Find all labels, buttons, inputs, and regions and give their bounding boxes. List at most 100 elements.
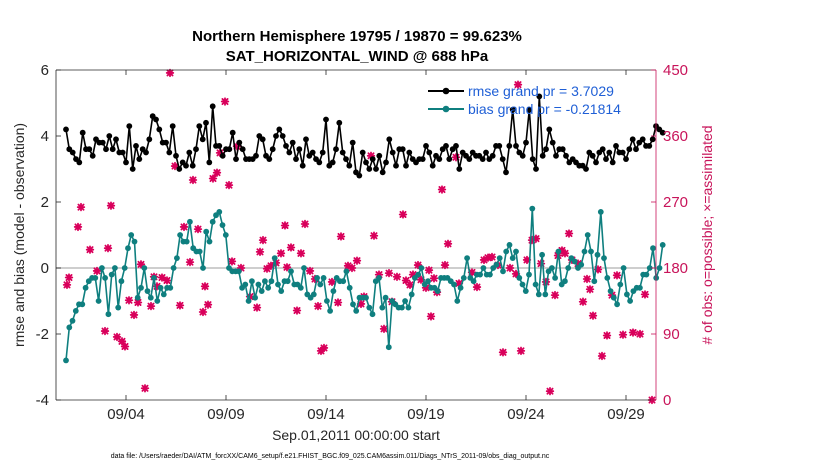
bias-point <box>235 268 242 275</box>
obs-assimilated-point <box>483 253 493 262</box>
rmse-point <box>546 126 553 133</box>
obs-assimilated-point <box>347 263 357 273</box>
rmse-point <box>176 166 183 172</box>
bias-point <box>138 284 144 291</box>
rmse-point <box>276 126 283 133</box>
rmse-point <box>429 162 436 169</box>
bias-point <box>95 298 102 304</box>
rmse-point <box>336 119 343 126</box>
bias-point <box>601 255 607 261</box>
rmse-point <box>633 146 639 153</box>
bias-point <box>206 238 213 245</box>
obs-assimilated-point <box>531 234 541 243</box>
bias-point <box>526 271 532 278</box>
y2-tick-label: 180 <box>663 260 688 277</box>
obs-assimilated-point <box>352 256 362 265</box>
bias-point <box>242 281 249 288</box>
obs-assimilated-point <box>319 343 329 353</box>
rmse-point <box>376 152 383 159</box>
rmse-point <box>539 152 546 159</box>
rmse-point <box>646 143 653 149</box>
obs-assimilated-point <box>124 296 134 305</box>
bias-point <box>552 275 558 281</box>
bias-point <box>324 298 330 304</box>
obs-assimilated-point <box>545 387 555 396</box>
obs-assimilated-point <box>550 290 560 300</box>
rmse-point <box>483 149 489 156</box>
bias-point <box>167 284 174 291</box>
rmse-point <box>553 152 559 159</box>
rmse-point <box>386 136 393 143</box>
rmse-point <box>113 136 119 143</box>
rmse-point <box>563 152 569 159</box>
rmse-point <box>199 136 206 143</box>
bias-point <box>275 281 281 288</box>
bias-point <box>656 265 663 271</box>
obs-assimilated-point <box>612 271 622 280</box>
bias-point <box>154 298 161 304</box>
bias-point <box>457 284 464 291</box>
rmse-point <box>323 116 329 123</box>
obs-assimilated-point <box>429 274 439 283</box>
bias-point <box>301 265 307 271</box>
bias-point <box>203 228 210 235</box>
rmse-point <box>289 139 296 146</box>
bias-point <box>480 265 487 271</box>
bias-point <box>131 238 138 245</box>
obs-assimilated-point <box>426 312 436 321</box>
bias-point <box>320 275 327 281</box>
bias-point <box>66 324 73 331</box>
bias-point <box>366 304 373 311</box>
bias-point <box>288 268 294 275</box>
y-tick-label: 6 <box>41 62 49 79</box>
rmse-point <box>389 149 396 156</box>
rmse-point <box>456 166 463 172</box>
bias-point <box>464 255 470 261</box>
bias-point <box>565 265 572 271</box>
bias-point <box>102 275 108 281</box>
obs-assimilated-point <box>454 279 464 288</box>
obs-assimilated-point <box>467 268 477 277</box>
rmse-point <box>279 133 286 139</box>
bias-point <box>330 288 337 294</box>
rmse-point <box>549 139 556 146</box>
rmse-point <box>373 166 379 172</box>
obs-assimilated-point <box>157 273 167 282</box>
bias-point <box>284 278 291 285</box>
bias-point <box>610 294 617 301</box>
bias-point <box>196 248 203 255</box>
obs-assimilated-point <box>305 266 315 276</box>
rmse-point <box>233 156 239 163</box>
obs-assimilated-point <box>511 269 521 279</box>
bias-point <box>578 261 585 268</box>
y2-tick-label: 90 <box>663 326 680 343</box>
bias-point <box>659 242 666 248</box>
legend-bias-label: bias grand pr = -0.21814 <box>468 101 621 117</box>
rmse-point <box>79 129 86 136</box>
obs-assimilated-point <box>437 185 447 194</box>
rmse-point <box>286 149 293 156</box>
bias-point <box>314 275 320 281</box>
bias-series <box>63 205 666 364</box>
bias-point <box>99 265 105 271</box>
bias-point <box>255 281 262 288</box>
rmse-point <box>499 156 506 163</box>
rmse-point <box>626 146 633 153</box>
obs-assimilated-point <box>203 300 213 309</box>
obs-assimilated-point <box>421 283 431 292</box>
y2-tick-label: 270 <box>663 194 688 211</box>
rmse-point <box>219 152 226 159</box>
bias-point <box>382 294 389 301</box>
rmse-point <box>503 169 509 176</box>
bias-point <box>112 265 118 271</box>
rmse-point <box>269 146 276 153</box>
obs-assimilated-point <box>635 329 645 339</box>
obs-assimilated-point <box>333 298 343 307</box>
bias-point <box>555 248 562 255</box>
rmse-point <box>123 159 129 166</box>
obs-assimilated-point <box>208 174 218 183</box>
bias-point <box>343 268 350 275</box>
rmse-point <box>329 159 336 166</box>
rmse-point <box>363 159 369 166</box>
